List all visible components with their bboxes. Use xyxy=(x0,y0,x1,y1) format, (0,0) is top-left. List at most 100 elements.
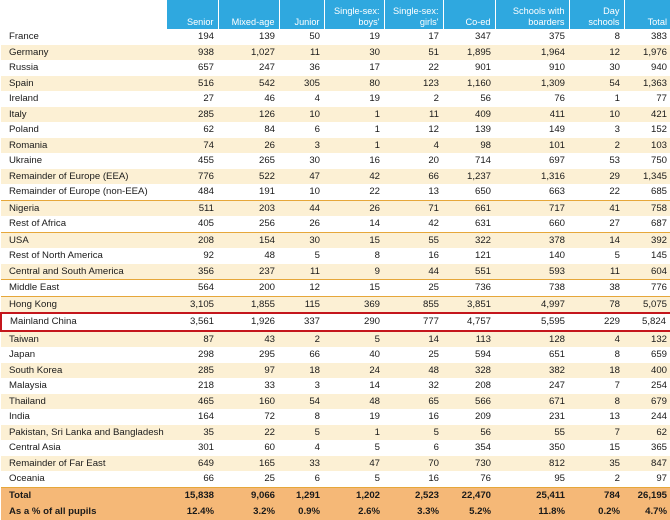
cell-day-schools: 14 xyxy=(569,231,624,248)
cell-co-ed: 113 xyxy=(443,330,495,347)
cell-senior: 194 xyxy=(167,29,218,45)
cell-co-ed: 3,851 xyxy=(443,295,495,313)
cell-mixed-age: 97 xyxy=(218,362,279,378)
cell-country: Japan xyxy=(1,347,167,363)
cell-total: 103 xyxy=(624,137,670,153)
cell-single-sex-boys: 16 xyxy=(324,153,384,169)
cell-co-ed: 322 xyxy=(443,231,495,248)
cell-total: 5,075 xyxy=(624,295,670,313)
cell-senior: 208 xyxy=(167,231,218,248)
cell-senior: 15,838 xyxy=(167,486,218,504)
cell-single-sex-girls: 2 xyxy=(384,91,443,107)
cell-co-ed: 730 xyxy=(443,455,495,471)
cell-schools-with-boarders: 663 xyxy=(495,184,569,200)
header-single-sex-boys: Single-sex: boys' xyxy=(324,0,385,29)
cell-single-sex-boys: 80 xyxy=(324,75,384,91)
table-row: Germany 938 1,027 11 30 51 1,895 1,964 12 1,976 xyxy=(1,44,670,60)
header-schools-with-boarders: Schools with boarders xyxy=(495,0,570,29)
cell-mixed-age: 1,926 xyxy=(218,312,279,332)
cell-day-schools: 12 xyxy=(569,44,624,60)
cell-mixed-age: 25 xyxy=(218,471,279,487)
cell-day-schools: 1 xyxy=(569,91,624,107)
table-row: Malaysia 218 33 3 14 32 208 247 7 254 xyxy=(1,378,670,394)
cell-schools-with-boarders: 5,595 xyxy=(495,312,569,332)
cell-day-schools: 78 xyxy=(569,295,624,313)
cell-co-ed: 551 xyxy=(443,263,495,280)
cell-senior: 776 xyxy=(167,168,218,184)
cell-senior: 938 xyxy=(167,44,218,60)
cell-total: 750 xyxy=(624,153,670,169)
cell-day-schools: 13 xyxy=(569,409,624,425)
table-row: Rest of Africa 405 256 26 14 42 631 660 27 687 xyxy=(1,216,670,232)
cell-single-sex-girls: 66 xyxy=(384,168,443,184)
cell-single-sex-boys: 19 xyxy=(324,91,384,107)
cell-co-ed: 76 xyxy=(443,471,495,487)
cell-single-sex-boys: 1 xyxy=(324,122,384,138)
table-row: Remainder of Europe (EEA) 776 522 47 42 66 1,2… xyxy=(1,168,670,184)
cell-total: 421 xyxy=(624,106,670,122)
cell-total: 145 xyxy=(624,248,670,264)
cell-day-schools: 229 xyxy=(569,312,624,332)
cell-senior: 455 xyxy=(167,153,218,169)
cell-day-schools: 7 xyxy=(569,378,624,394)
table-row: Nigeria 511 203 44 26 71 661 717 41 758 xyxy=(1,199,670,216)
cell-schools-with-boarders: 55 xyxy=(495,424,569,440)
cell-single-sex-boys: 15 xyxy=(324,231,384,248)
cell-junior: 4 xyxy=(279,440,324,456)
cell-single-sex-girls: 44 xyxy=(384,263,443,280)
cell-mixed-age: 43 xyxy=(218,330,279,347)
cell-senior: 649 xyxy=(167,455,218,471)
cell-country: Central Asia xyxy=(1,440,167,456)
cell-junior: 47 xyxy=(279,168,324,184)
table-row: Oceania 66 25 6 5 16 76 95 2 97 xyxy=(1,471,670,487)
cell-single-sex-girls: 2,523 xyxy=(384,486,443,504)
cell-senior: 356 xyxy=(167,263,218,280)
cell-single-sex-girls: 17 xyxy=(384,29,443,45)
cell-single-sex-girls: 16 xyxy=(384,471,443,487)
cell-schools-with-boarders: 247 xyxy=(495,378,569,394)
cell-co-ed: 1,237 xyxy=(443,168,495,184)
header-mixed-age: Mixed-age xyxy=(218,0,280,29)
cell-junior: 30 xyxy=(279,231,324,248)
table-row: Remainder of Far East 649 165 33 47 70 730 812 3… xyxy=(1,455,670,471)
cell-mixed-age: 9,066 xyxy=(218,486,279,504)
cell-senior: 285 xyxy=(167,362,218,378)
cell-single-sex-girls: 22 xyxy=(384,60,443,76)
cell-country: Remainder of Europe (non-EEA) xyxy=(1,184,167,200)
cell-single-sex-girls: 14 xyxy=(384,330,443,347)
cell-single-sex-girls: 55 xyxy=(384,231,443,248)
cell-total: 97 xyxy=(624,471,670,487)
cell-day-schools: 4 xyxy=(569,330,624,347)
cell-single-sex-boys: 15 xyxy=(324,279,384,296)
cell-co-ed: 901 xyxy=(443,60,495,76)
cell-mixed-age: 160 xyxy=(218,393,279,409)
cell-schools-with-boarders: 375 xyxy=(495,29,569,45)
cell-schools-with-boarders: 149 xyxy=(495,122,569,138)
cell-total: 1,363 xyxy=(624,75,670,91)
cell-total: 132 xyxy=(624,330,670,347)
table-row: France 194 139 50 19 17 347 375 8 383 xyxy=(1,29,670,45)
table-row: Ukraine 455 265 30 16 20 714 697 53 750 xyxy=(1,153,670,169)
cell-total: 1,345 xyxy=(624,168,670,184)
cell-total: 62 xyxy=(624,424,670,440)
cell-co-ed: 22,470 xyxy=(443,486,495,504)
cell-junior: 50 xyxy=(279,29,324,45)
cell-single-sex-boys: 48 xyxy=(324,393,384,409)
cell-senior: 3,561 xyxy=(167,312,218,332)
cell-day-schools: 41 xyxy=(569,199,624,216)
cell-single-sex-boys: 14 xyxy=(324,216,384,232)
cell-mixed-age: 1,027 xyxy=(218,44,279,60)
cell-day-schools: 15 xyxy=(569,440,624,456)
cell-mixed-age: 46 xyxy=(218,91,279,107)
cell-co-ed: 56 xyxy=(443,91,495,107)
table-row: Middle East 564 200 12 15 25 736 738 38 776 xyxy=(1,279,670,296)
cell-single-sex-girls: 25 xyxy=(384,279,443,296)
cell-senior: 516 xyxy=(167,75,218,91)
cell-senior: 12.4% xyxy=(167,503,218,520)
cell-single-sex-boys: 26 xyxy=(324,199,384,216)
cell-country: Oceania xyxy=(1,471,167,487)
cell-country: Malaysia xyxy=(1,378,167,394)
cell-day-schools: 53 xyxy=(569,153,624,169)
cell-single-sex-boys: 17 xyxy=(324,60,384,76)
cell-mixed-age: 84 xyxy=(218,122,279,138)
